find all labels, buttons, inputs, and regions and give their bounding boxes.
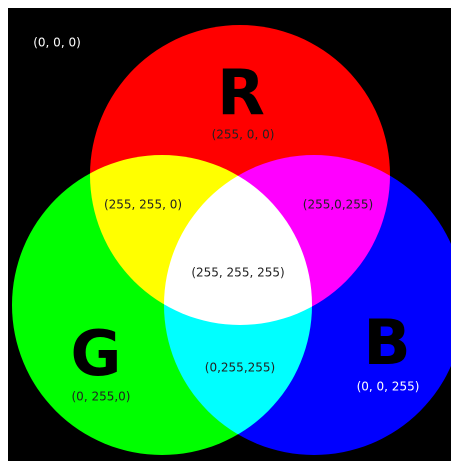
- yellow-label: (255, 255, 0): [104, 198, 182, 212]
- blue-circle: [164, 155, 457, 455]
- background-label: (0, 0, 0): [33, 36, 81, 50]
- letter-r: R: [217, 56, 265, 129]
- right-margin: [451, 0, 457, 468]
- blue-label: (0, 0, 255): [357, 380, 420, 394]
- red-label: (255, 0, 0): [212, 128, 275, 142]
- magenta-label: (255,0,255): [303, 198, 373, 212]
- letter-g: G: [71, 317, 122, 390]
- circles: [12, 25, 457, 455]
- bottom-margin: [0, 461, 457, 468]
- white-label: (255, 255, 255): [191, 266, 284, 280]
- green-label: (0, 255,0): [72, 390, 131, 404]
- letter-b: B: [363, 306, 410, 379]
- cyan-label: (0,255,255): [205, 361, 275, 375]
